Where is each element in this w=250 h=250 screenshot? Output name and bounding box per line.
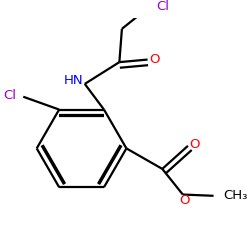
Text: O: O <box>180 194 190 207</box>
Text: HN: HN <box>64 74 84 87</box>
Text: CH₃: CH₃ <box>223 189 248 202</box>
Text: O: O <box>150 52 160 66</box>
Text: Cl: Cl <box>156 0 170 13</box>
Text: Cl: Cl <box>3 89 16 102</box>
Text: O: O <box>189 138 200 151</box>
